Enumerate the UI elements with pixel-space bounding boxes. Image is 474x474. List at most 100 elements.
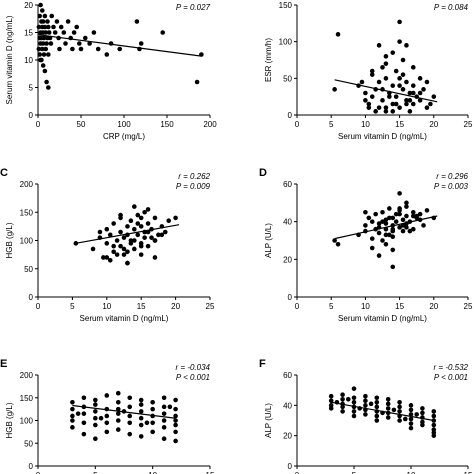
data-point (410, 83, 416, 88)
x-tick-label: 5 (329, 302, 334, 311)
data-point (70, 418, 75, 423)
data-point (150, 420, 155, 426)
data-point (114, 252, 120, 257)
x-axis-title: Serum vitamin D (ng/mL) (338, 314, 427, 323)
data-point (397, 76, 402, 81)
data-point (76, 41, 82, 46)
data-point (138, 243, 144, 249)
p-value: P = 0.027 (176, 3, 211, 12)
data-point (57, 46, 62, 52)
trend-line (334, 79, 438, 103)
data-point (387, 232, 392, 238)
data-point (115, 390, 121, 396)
y-axis-title: ALP (U/L) (264, 223, 273, 258)
data-point (173, 215, 178, 221)
data-point (387, 206, 392, 211)
data-point (363, 403, 368, 408)
data-point (117, 46, 122, 52)
data-point (138, 434, 144, 439)
data-point (38, 2, 43, 8)
data-point (42, 13, 48, 19)
data-point (138, 422, 144, 428)
data-point (376, 221, 382, 226)
data-point (194, 79, 200, 85)
data-point (118, 243, 123, 249)
y-tick-label: 150 (20, 394, 34, 403)
data-point (387, 215, 392, 221)
data-point (91, 30, 97, 35)
data-point (408, 407, 414, 413)
data-point (46, 30, 52, 35)
data-point (383, 61, 389, 66)
data-point (142, 209, 147, 215)
y-tick-label: 0 (29, 462, 34, 471)
data-point (383, 232, 389, 238)
y-tick-label: 150 (279, 1, 293, 10)
data-point (115, 427, 121, 432)
data-point (135, 232, 141, 238)
y-tick-label: 200 (20, 180, 34, 189)
trend-line (37, 34, 202, 57)
x-tick-label: 20 (429, 302, 438, 311)
data-point (404, 204, 409, 209)
correlation-r: r = -0.034 (176, 363, 211, 372)
data-point (408, 425, 414, 431)
correlation-r: r = 0.296 (436, 172, 468, 181)
data-point (104, 413, 110, 419)
data-point (420, 422, 425, 428)
data-point (150, 406, 155, 412)
data-point (374, 413, 380, 419)
data-point (150, 400, 155, 405)
data-point (78, 46, 84, 52)
data-point (366, 215, 372, 221)
data-point (417, 211, 423, 217)
data-point (390, 247, 396, 253)
panel-letter: F (259, 358, 266, 370)
data-point (48, 41, 54, 46)
data-point (400, 217, 406, 223)
data-point (161, 425, 167, 430)
data-point (393, 211, 399, 217)
data-point (408, 403, 414, 408)
data-point (408, 421, 414, 426)
data-point (160, 30, 165, 35)
p-value: P = 0.003 (434, 182, 469, 191)
x-tick-label: 0 (36, 120, 41, 129)
p-value: P = 0.009 (176, 182, 211, 191)
x-tick-label: 25 (206, 302, 215, 311)
data-point (383, 221, 389, 226)
data-point (380, 98, 385, 103)
x-tick-label: 10 (361, 120, 370, 129)
data-point (385, 401, 391, 407)
data-point (340, 392, 345, 398)
data-point (101, 255, 106, 260)
data-point (161, 418, 167, 423)
p-value: P < 0.001 (434, 373, 468, 382)
data-point (104, 255, 110, 260)
y-tick-label: 50 (24, 265, 33, 274)
data-point (173, 406, 178, 412)
x-tick-label: 20 (171, 302, 180, 311)
data-point (414, 213, 420, 219)
data-point (351, 395, 357, 401)
panel-a: 0 50 100 150 200 0 5 10 15 20 CRP (mg/L) Serum vita… (5, 0, 217, 141)
data-point (390, 83, 396, 88)
data-point (138, 224, 144, 229)
data-point (369, 72, 375, 77)
data-point (162, 229, 168, 235)
data-point (127, 431, 133, 437)
y-tick-label: 200 (20, 371, 34, 380)
data-point (40, 63, 46, 68)
data-point (167, 404, 173, 410)
data-point (387, 94, 392, 99)
data-point (404, 225, 409, 230)
data-point (40, 19, 46, 24)
data-point (152, 255, 158, 260)
data-point (363, 223, 368, 228)
data-point (132, 238, 137, 243)
data-point (376, 105, 382, 110)
data-point (121, 246, 127, 252)
x-tick-label: 25 (464, 120, 473, 129)
data-point (410, 101, 416, 107)
data-point (404, 98, 409, 103)
